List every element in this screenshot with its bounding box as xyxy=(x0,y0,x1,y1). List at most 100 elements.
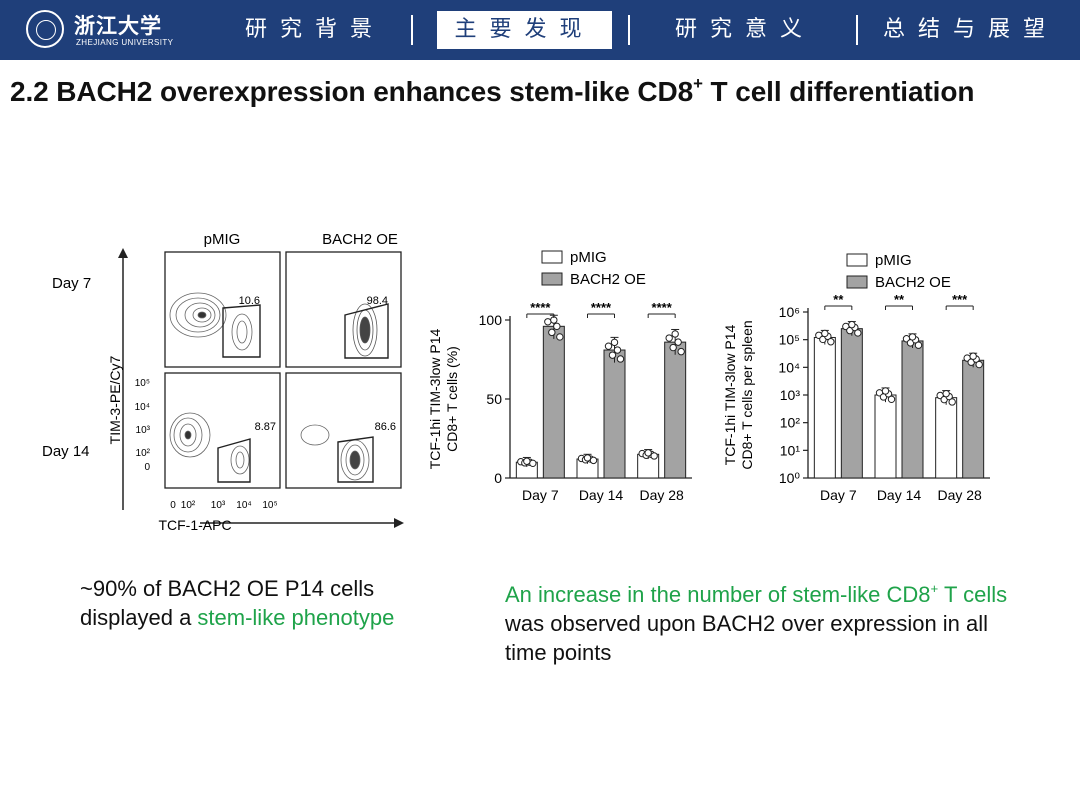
data-point xyxy=(644,449,652,457)
data-point xyxy=(671,330,679,338)
significance-label: *** xyxy=(952,292,968,307)
data-point xyxy=(608,351,617,359)
bar xyxy=(664,341,687,479)
flow-x-tick: 0 xyxy=(170,500,176,511)
flow-plot-bach2-day14 xyxy=(285,372,402,489)
bar xyxy=(840,328,863,479)
y-tick-label: 100 xyxy=(479,312,503,328)
flow-cytometry-panel: pMIG BACH2 OE Day 7 Day 14 TIM-3-PE/Cy7 … xyxy=(42,231,404,533)
flow-y-tick: 0 xyxy=(144,462,150,473)
tab-research-background[interactable]: 研究背景 xyxy=(244,17,385,42)
flow-row-label: Day 14 xyxy=(42,443,90,460)
data-point xyxy=(969,352,977,360)
data-point xyxy=(975,360,983,369)
legend-swatch xyxy=(541,250,563,264)
legend-label: pMIG xyxy=(875,252,912,269)
contour-bach2-day7 xyxy=(352,303,378,357)
bar xyxy=(901,340,924,479)
figure-panel: pMIG BACH2 OE Day 7 Day 14 TIM-3-PE/Cy7 … xyxy=(42,231,990,533)
data-point xyxy=(854,329,862,337)
bar xyxy=(542,325,565,479)
flow-y-arrow xyxy=(118,248,128,258)
significance-label: **** xyxy=(652,300,673,315)
gate-bach2-day7 xyxy=(344,303,389,359)
x-tick-label: Day 7 xyxy=(522,487,559,503)
data-point xyxy=(848,320,856,329)
x-tick-label: Day 14 xyxy=(579,487,624,503)
bar xyxy=(935,397,958,479)
flow-x-tick: 10³ xyxy=(211,500,226,511)
y-tick-label: 10⁴ xyxy=(778,359,800,375)
legend-label: BACH2 OE xyxy=(570,271,646,288)
y-tick-label: 10³ xyxy=(780,387,801,403)
gate-value: 86.6 xyxy=(375,421,396,433)
flow-x-label: TCF-1-APC xyxy=(158,517,231,533)
flow-x-tick: 10² xyxy=(181,500,196,511)
bar xyxy=(603,349,626,479)
x-tick-label: Day 28 xyxy=(639,487,684,503)
data-point xyxy=(914,341,923,349)
gate-value: 10.6 xyxy=(239,295,260,307)
caption-left: ~90% of BACH2 OE P14 cells displayed a s… xyxy=(80,576,395,630)
flow-plot-bach2-day7 xyxy=(285,251,402,368)
university-logo[interactable]: 浙江大学 ZHEJIANG UNIVERSITY xyxy=(26,8,176,52)
significance-label: ** xyxy=(894,292,905,307)
y-axis-label: TCF-1hi TIM-3low P14CD8+ T cells (%) xyxy=(427,329,460,470)
y-tick-label: 10⁵ xyxy=(779,332,800,348)
data-point xyxy=(604,342,613,350)
significance-label: **** xyxy=(591,300,612,315)
caption-right: An increase in the number of stem-like C… xyxy=(505,581,1008,666)
flow-y-tick: 10⁵ xyxy=(135,378,150,389)
flow-col-label: BACH2 OE xyxy=(322,231,398,248)
legend-label: pMIG xyxy=(570,249,607,266)
data-point xyxy=(553,322,561,331)
y-tick-label: 10⁰ xyxy=(779,470,801,486)
gate-pmig-day7 xyxy=(222,304,261,358)
data-point xyxy=(523,457,531,465)
data-point xyxy=(583,454,592,462)
gate-value: 98.4 xyxy=(367,295,388,307)
y-tick-label: 10² xyxy=(780,415,801,431)
nav-separator xyxy=(411,15,413,45)
significance-label: **** xyxy=(530,300,551,315)
data-point xyxy=(544,318,552,326)
bar xyxy=(813,336,836,479)
bar-chart-percentage: pMIG BACH2 OE 0 50 100 TCF-1hi TIM-3low P14CD… xyxy=(427,249,692,503)
data-point xyxy=(881,387,890,395)
legend-swatch xyxy=(846,253,868,267)
gate-pmig-day14 xyxy=(217,438,251,483)
data-point xyxy=(908,333,917,341)
data-point xyxy=(610,338,619,347)
y-tick-label: 0 xyxy=(494,470,502,486)
tab-main-findings[interactable]: 主要发现 xyxy=(437,11,612,49)
bar xyxy=(874,394,897,479)
nav-separator xyxy=(856,15,858,45)
flow-x-tick: 10⁴ xyxy=(236,500,251,511)
x-tick-label: Day 14 xyxy=(877,487,922,503)
flow-x-arrow xyxy=(394,518,404,528)
tab-research-significance[interactable]: 研究意义 xyxy=(674,17,815,42)
data-point xyxy=(677,347,685,356)
tab-summary-outlook[interactable]: 总结与展望 xyxy=(882,17,1058,42)
flow-col-label: pMIG xyxy=(204,231,241,248)
logo-english-name: ZHEJIANG UNIVERSITY xyxy=(76,38,174,47)
seal-icon xyxy=(26,10,64,48)
data-point xyxy=(948,398,956,406)
data-point xyxy=(529,459,537,468)
page-title: 2.2 BACH2 overexpression enhances stem-l… xyxy=(10,74,975,107)
gate-bach2-day14 xyxy=(337,436,374,483)
bar-chart-count: pMIG BACH2 OE 10⁰ 10¹ 10² 10³ 10⁴ 10⁵ 10⁶ TCF-1hi… xyxy=(722,252,990,503)
x-tick-label: Day 7 xyxy=(820,487,857,503)
data-point xyxy=(665,334,673,342)
y-axis-label: TCF-1hi TIM-3low P14CD8+ T cells per spl… xyxy=(722,320,755,469)
data-point xyxy=(669,343,677,352)
logo-chinese-name: 浙江大学 xyxy=(74,13,162,38)
data-point xyxy=(613,346,622,354)
legend-swatch xyxy=(846,275,868,289)
significance-label: ** xyxy=(833,292,844,307)
flow-y-tick: 10³ xyxy=(136,425,151,436)
contour-pmig-day14 xyxy=(169,412,250,475)
y-tick-label: 10⁶ xyxy=(779,304,800,320)
data-point xyxy=(556,333,564,341)
flow-y-tick: 10⁴ xyxy=(135,402,150,413)
